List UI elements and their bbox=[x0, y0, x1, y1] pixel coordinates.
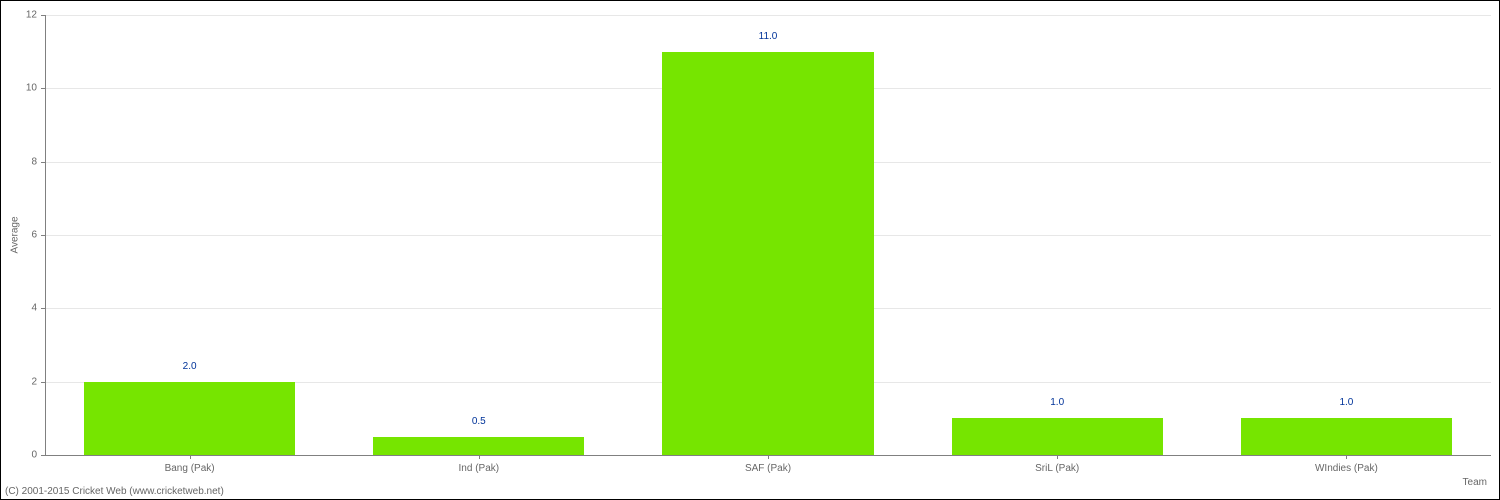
x-tick-label: Bang (Pak) bbox=[165, 455, 215, 474]
y-tick-label: 4 bbox=[31, 303, 45, 314]
y-tick-label: 12 bbox=[26, 10, 45, 21]
plot-area: 0246810122.0Bang (Pak)0.5Ind (Pak)11.0SA… bbox=[45, 15, 1491, 455]
x-tick-label: Ind (Pak) bbox=[459, 455, 500, 474]
y-tick-label: 6 bbox=[31, 230, 45, 241]
bar bbox=[373, 437, 584, 455]
x-axis-title: Team bbox=[1463, 477, 1487, 488]
copyright-text: (C) 2001-2015 Cricket Web (www.cricketwe… bbox=[5, 486, 224, 497]
bar bbox=[952, 418, 1163, 455]
x-tick-label: SriL (Pak) bbox=[1035, 455, 1079, 474]
y-tick-label: 8 bbox=[31, 156, 45, 167]
y-tick-label: 0 bbox=[31, 450, 45, 461]
y-tick-label: 2 bbox=[31, 376, 45, 387]
bar bbox=[662, 52, 873, 455]
y-axis-line bbox=[45, 15, 46, 455]
chart-frame: 0 2 4 6 8 10 12 2.0 Bang (Pak) 0.5 Ind (Pak) 11.0 SA… bbox=[0, 0, 1500, 500]
y-tick-label: 10 bbox=[26, 83, 45, 94]
bar-value-label: 11.0 bbox=[759, 31, 778, 42]
grid-line bbox=[45, 15, 1491, 16]
bar-value-label: 2.0 bbox=[183, 361, 197, 372]
bar-value-label: 0.5 bbox=[472, 416, 486, 427]
bar-value-label: 1.0 bbox=[1050, 397, 1064, 408]
x-tick-label: WIndies (Pak) bbox=[1315, 455, 1378, 474]
x-tick-label: SAF (Pak) bbox=[745, 455, 791, 474]
bar bbox=[84, 382, 295, 455]
bar-value-label: 1.0 bbox=[1339, 397, 1353, 408]
y-axis-title: Average bbox=[10, 216, 21, 253]
bar bbox=[1241, 418, 1452, 455]
